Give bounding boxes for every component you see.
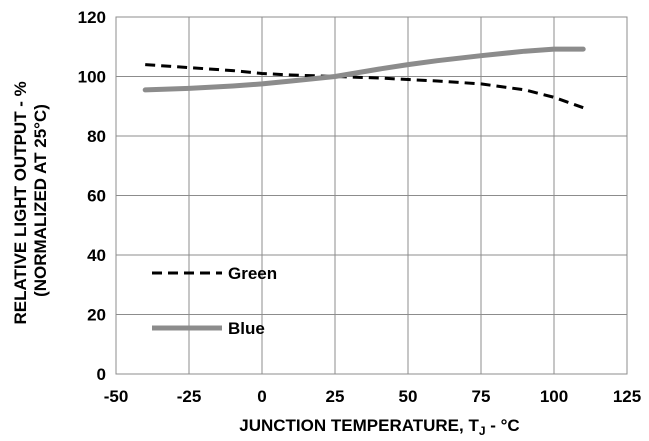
x-axis-title-subscript: J [479,424,486,438]
y-axis-title-line-1: RELATIVE LIGHT OUTPUT - % [11,81,30,324]
x-axis-title: JUNCTION TEMPERATURE, TJ - °C [239,416,519,438]
legend-label-green: Green [228,264,277,283]
x-tick-label: 50 [399,387,418,406]
plot-series [142,46,586,110]
series-line-green [145,63,584,110]
y-tick-label: 60 [87,187,106,206]
y-axis-title-line-2: (NORMALIZED AT 25°C) [31,104,50,297]
x-tick-label: 0 [257,387,266,406]
y-tick-label: 40 [87,246,106,265]
x-tick-label: -25 [177,387,202,406]
x-tick-label: 25 [326,387,345,406]
y-tick-label: 20 [87,306,106,325]
x-axis-title-main: JUNCTION TEMPERATURE, T [239,416,479,435]
legend-label-blue: Blue [228,319,265,338]
x-tick-label: 100 [540,387,568,406]
x-tick-label: 75 [472,387,491,406]
x-tick-label: -50 [104,387,129,406]
series-line-blue [142,46,586,93]
y-axis-title: RELATIVE LIGHT OUTPUT - % (NORMALIZED AT… [11,76,50,324]
y-tick-label: 0 [97,365,106,384]
axes: -50 -25 0 25 50 75 100 125 0 20 40 60 80 100 120 [78,8,642,406]
y-tick-label: 120 [78,8,106,27]
y-tick-label: 80 [87,127,106,146]
x-axis-title-suffix: - °C [486,416,520,435]
x-tick-label: 125 [613,387,641,406]
legend: Green Blue [152,264,277,338]
y-tick-label: 100 [78,68,106,87]
